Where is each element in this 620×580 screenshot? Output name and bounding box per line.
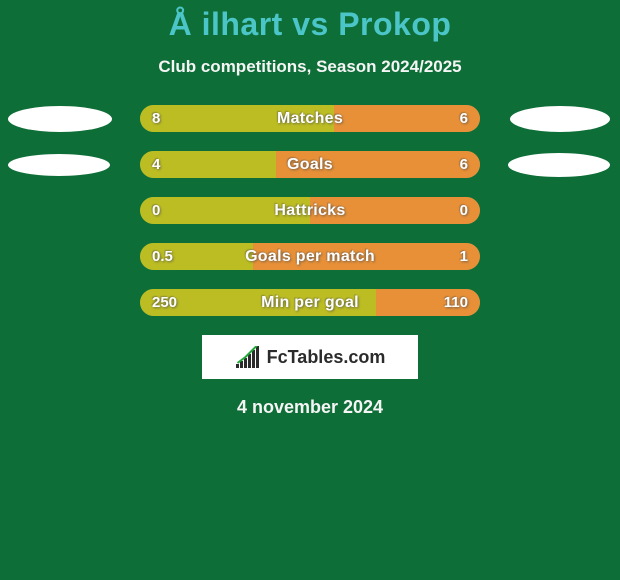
stat-row: 0.51Goals per match xyxy=(0,243,620,270)
stat-bar: 46Goals xyxy=(140,151,480,178)
left-ellipse xyxy=(8,154,110,176)
stat-row: 250110Min per goal xyxy=(0,289,620,316)
stat-row: 46Goals xyxy=(0,151,620,178)
comparison-infographic: Å ilhart vs Prokop Club competitions, Se… xyxy=(0,0,620,580)
stat-label: Matches xyxy=(140,105,480,132)
stat-label: Goals per match xyxy=(140,243,480,270)
left-ellipse xyxy=(8,106,112,132)
date-text: 4 november 2024 xyxy=(0,397,620,418)
stat-row: 00Hattricks xyxy=(0,197,620,224)
right-ellipse xyxy=(510,106,610,132)
stat-bar: 0.51Goals per match xyxy=(140,243,480,270)
stat-label: Hattricks xyxy=(140,197,480,224)
subtitle: Club competitions, Season 2024/2025 xyxy=(0,57,620,77)
fctables-logo-icon xyxy=(235,346,261,368)
logo-text: FcTables.com xyxy=(267,347,386,368)
stat-bar: 250110Min per goal xyxy=(140,289,480,316)
stat-label: Goals xyxy=(140,151,480,178)
stat-bar: 86Matches xyxy=(140,105,480,132)
stat-row: 86Matches xyxy=(0,105,620,132)
stat-label: Min per goal xyxy=(140,289,480,316)
stat-bar: 00Hattricks xyxy=(140,197,480,224)
logo-box: FcTables.com xyxy=(202,335,418,379)
right-ellipse xyxy=(508,153,610,177)
page-title: Å ilhart vs Prokop xyxy=(0,0,620,43)
stat-rows: 86Matches 46Goals 00Hattricks 0.51Goals per… xyxy=(0,105,620,316)
